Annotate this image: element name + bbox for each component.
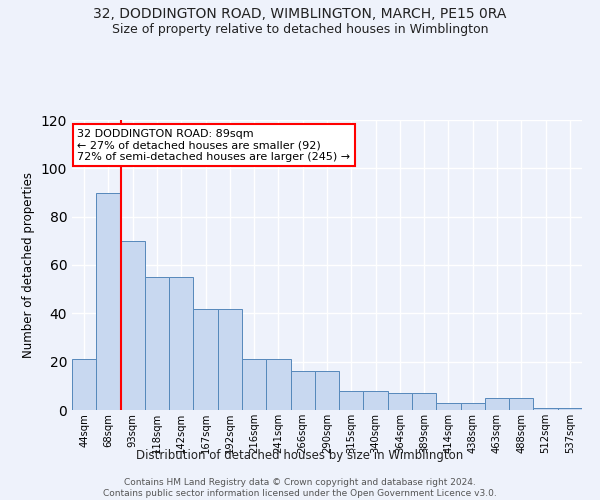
Bar (193, 308, 218, 410)
Text: Size of property relative to detached houses in Wimblington: Size of property relative to detached ho… (112, 22, 488, 36)
Bar (533, 408, 558, 410)
Bar (169, 277, 193, 410)
Bar (388, 393, 412, 410)
Bar (412, 393, 436, 410)
Bar (509, 398, 533, 410)
Bar (461, 403, 485, 410)
Text: Distribution of detached houses by size in Wimblington: Distribution of detached houses by size … (136, 448, 464, 462)
Bar (96, 192, 121, 410)
Bar (218, 308, 242, 410)
Bar (436, 403, 461, 410)
Bar (121, 241, 145, 410)
Bar (485, 398, 509, 410)
Text: 32 DODDINGTON ROAD: 89sqm
← 27% of detached houses are smaller (92)
72% of semi-: 32 DODDINGTON ROAD: 89sqm ← 27% of detac… (77, 128, 350, 162)
Text: 32, DODDINGTON ROAD, WIMBLINGTON, MARCH, PE15 0RA: 32, DODDINGTON ROAD, WIMBLINGTON, MARCH,… (94, 8, 506, 22)
Bar (72, 359, 96, 410)
Bar (364, 390, 388, 410)
Y-axis label: Number of detached properties: Number of detached properties (22, 172, 35, 358)
Bar (339, 390, 364, 410)
Bar (145, 277, 169, 410)
Bar (315, 372, 339, 410)
Bar (242, 359, 266, 410)
Bar (266, 359, 290, 410)
Bar (290, 372, 315, 410)
Bar (558, 408, 582, 410)
Text: Contains HM Land Registry data © Crown copyright and database right 2024.
Contai: Contains HM Land Registry data © Crown c… (103, 478, 497, 498)
